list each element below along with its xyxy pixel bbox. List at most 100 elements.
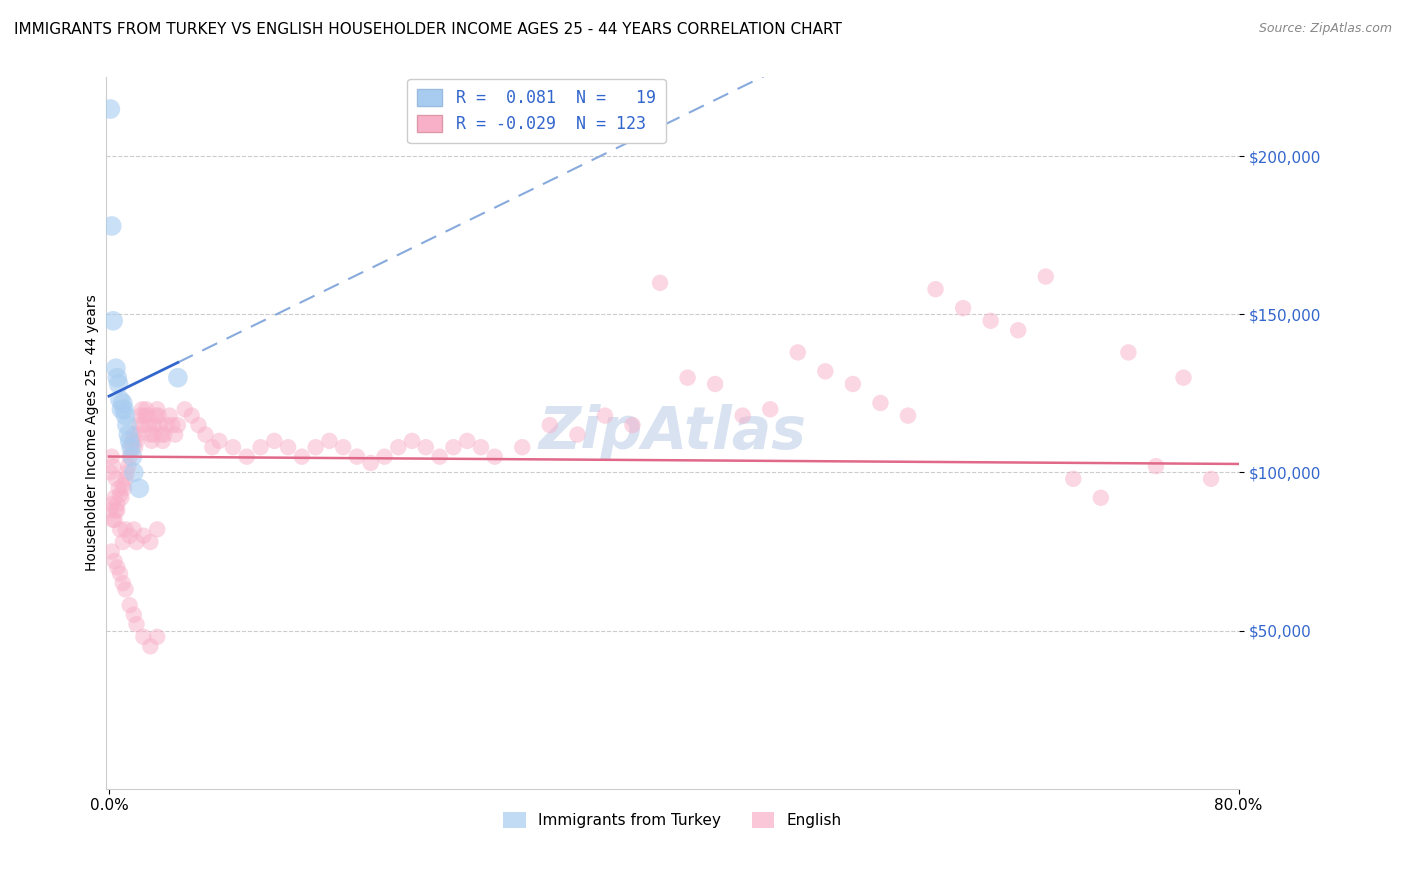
Point: [103, 491, 125, 505]
Point: [153, 427, 176, 442]
Point: [139, 535, 162, 549]
Point: [167, 418, 190, 433]
Point: [100, 450, 122, 464]
Point: [180, 409, 202, 423]
Point: [1173, 370, 1195, 384]
Point: [139, 427, 162, 442]
Point: [567, 427, 589, 442]
Point: [112, 481, 135, 495]
Point: [759, 402, 782, 417]
Point: [122, 522, 145, 536]
Point: [104, 503, 127, 517]
Point: [676, 370, 699, 384]
Point: [136, 409, 159, 423]
Point: [105, 560, 128, 574]
Point: [146, 402, 169, 417]
Point: [146, 522, 169, 536]
Point: [115, 466, 138, 480]
Point: [115, 418, 138, 433]
Point: [1118, 345, 1140, 359]
Point: [441, 440, 464, 454]
Point: [249, 440, 271, 454]
Point: [103, 554, 125, 568]
Point: [132, 418, 155, 433]
Point: [129, 409, 152, 423]
Point: [842, 376, 865, 391]
Point: [222, 440, 245, 454]
Point: [101, 314, 124, 328]
Point: [173, 402, 195, 417]
Point: [1062, 472, 1084, 486]
Point: [118, 450, 141, 464]
Point: [121, 450, 143, 464]
Text: ZipAtlas: ZipAtlas: [538, 404, 807, 461]
Point: [134, 409, 156, 423]
Point: [401, 434, 423, 448]
Point: [141, 434, 163, 448]
Point: [122, 466, 145, 480]
Point: [111, 576, 134, 591]
Point: [291, 450, 314, 464]
Point: [110, 491, 132, 505]
Point: [100, 219, 122, 233]
Point: [122, 427, 145, 442]
Text: Source: ZipAtlas.com: Source: ZipAtlas.com: [1258, 22, 1392, 36]
Point: [621, 418, 644, 433]
Point: [104, 361, 127, 376]
Point: [127, 427, 149, 442]
Point: [1090, 491, 1112, 505]
Point: [332, 440, 354, 454]
Point: [429, 450, 451, 464]
Point: [114, 522, 136, 536]
Point: [484, 450, 506, 464]
Point: [149, 418, 172, 433]
Point: [100, 503, 122, 517]
Point: [111, 396, 134, 410]
Point: [145, 409, 167, 423]
Point: [1199, 472, 1222, 486]
Point: [139, 640, 162, 654]
Point: [814, 364, 837, 378]
Point: [277, 440, 299, 454]
Point: [100, 544, 122, 558]
Y-axis label: Householder Income Ages 25 - 44 years: Householder Income Ages 25 - 44 years: [86, 294, 100, 572]
Point: [187, 418, 209, 433]
Point: [148, 409, 170, 423]
Point: [122, 607, 145, 622]
Point: [120, 440, 142, 454]
Point: [107, 481, 129, 495]
Point: [373, 450, 395, 464]
Point: [869, 396, 891, 410]
Point: [135, 402, 157, 417]
Point: [100, 497, 122, 511]
Point: [117, 459, 139, 474]
Point: [107, 376, 129, 391]
Point: [208, 434, 231, 448]
Point: [167, 370, 190, 384]
Point: [132, 529, 155, 543]
Text: IMMIGRANTS FROM TURKEY VS ENGLISH HOUSEHOLDER INCOME AGES 25 - 44 YEARS CORRELAT: IMMIGRANTS FROM TURKEY VS ENGLISH HOUSEH…: [14, 22, 842, 37]
Point: [593, 409, 616, 423]
Point: [897, 409, 920, 423]
Point: [132, 630, 155, 644]
Point: [150, 427, 173, 442]
Point: [263, 434, 285, 448]
Point: [105, 370, 128, 384]
Point: [142, 427, 165, 442]
Point: [318, 434, 340, 448]
Point: [146, 630, 169, 644]
Point: [731, 409, 754, 423]
Point: [304, 440, 326, 454]
Point: [105, 503, 128, 517]
Point: [103, 513, 125, 527]
Point: [114, 472, 136, 486]
Point: [159, 409, 181, 423]
Point: [114, 582, 136, 597]
Point: [131, 402, 153, 417]
Point: [1144, 459, 1167, 474]
Point: [201, 440, 224, 454]
Point: [101, 459, 124, 474]
Point: [117, 427, 139, 442]
Point: [143, 418, 166, 433]
Point: [924, 282, 946, 296]
